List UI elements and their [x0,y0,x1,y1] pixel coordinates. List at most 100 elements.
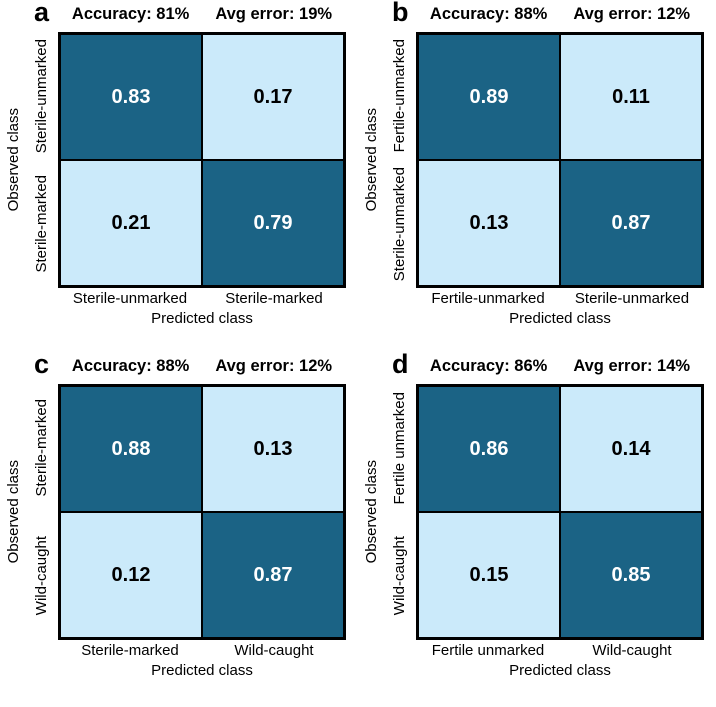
panel-header: a Accuracy: 81% Avg error: 19% [2,0,346,32]
matrix-cell: 0.88 [60,386,202,512]
x-axis-title: Predicted class [151,662,253,679]
panel-a: a Accuracy: 81% Avg error: 19% Observed … [0,0,358,352]
cell-value: 0.79 [253,211,293,234]
y-tick-label-text: Sterile-unmarked [390,166,408,282]
confusion-matrix: 0.86 0.14 0.15 0.85 [416,384,704,640]
accuracy-text: Accuracy: 88% [71,357,190,375]
y-tick-label: Fertile-unmarked [382,32,416,160]
matrix-cell: 0.21 [60,160,202,286]
matrix-cell: 0.17 [202,34,344,160]
cell-value: 0.83 [111,85,151,108]
cell-value: 0.89 [469,85,509,108]
cell-value: 0.85 [611,563,651,586]
panel-letter: d [392,349,409,379]
accuracy-text: Accuracy: 86% [429,357,548,375]
y-tick-labels: Sterile-unmarked Sterile-marked [24,32,58,288]
cell-value: 0.88 [111,437,151,460]
y-tick-label: Sterile-unmarked [24,32,58,160]
panel-title: Accuracy: 88% Avg error: 12% [58,354,346,378]
matrix-cell: 0.14 [560,386,702,512]
y-tick-label-text: Wild-caught [32,536,50,616]
matrix-cell: 0.13 [418,160,560,286]
cell-value: 0.17 [253,85,293,108]
x-axis-title: Predicted class [509,310,611,327]
x-tick-label: Wild-caught [592,642,672,659]
x-tick-label: Sterile-marked [225,290,323,307]
y-axis-title-text: Observed class [362,108,380,212]
matrix-cell: 0.15 [418,512,560,638]
confusion-matrix: 0.89 0.11 0.13 0.87 [416,32,704,288]
matrix-cell: 0.89 [418,34,560,160]
y-tick-label-text: Fertile-unmarked [390,39,408,153]
x-tick-label: Fertile unmarked [431,642,545,659]
y-tick-label: Wild-caught [382,512,416,640]
y-tick-label-text: Sterile-marked [32,175,50,273]
confusion-matrix: 0.88 0.13 0.12 0.87 [58,384,346,640]
y-axis-title: Observed class [2,384,24,640]
matrix-cell: 0.87 [560,160,702,286]
cell-value: 0.15 [469,563,509,586]
confusion-matrix: 0.83 0.17 0.21 0.79 [58,32,346,288]
y-axis-title: Observed class [360,384,382,640]
avg-error-text: Avg error: 19% [215,5,333,23]
cell-value: 0.11 [612,85,650,108]
panel-header: d Accuracy: 86% Avg error: 14% [360,349,704,384]
x-tick-label: Fertile-unmarked [431,290,545,307]
y-tick-label: Sterile-unmarked [382,160,416,288]
matrix-cell: 0.13 [202,386,344,512]
x-tick-label: Sterile-marked [81,642,179,659]
panel-b: b Accuracy: 88% Avg error: 12% Observed … [358,0,716,352]
cell-value: 0.87 [253,563,293,586]
y-tick-label-text: Wild-caught [390,536,408,616]
accuracy-text: Accuracy: 81% [71,5,190,23]
y-tick-label: Fertile unmarked [382,384,416,512]
panel-title: Accuracy: 81% Avg error: 19% [58,2,346,26]
x-tick-label: Sterile-unmarked [72,290,188,307]
y-tick-labels: Fertile unmarked Wild-caught [382,384,416,640]
matrix-cell: 0.79 [202,160,344,286]
panel-header: b Accuracy: 88% Avg error: 12% [360,0,704,32]
cell-value: 0.86 [469,437,509,460]
panel-letter: b [392,0,409,27]
y-tick-label: Sterile-marked [24,160,58,288]
matrix-cell: 0.85 [560,512,702,638]
x-tick-label: Wild-caught [234,642,314,659]
panel-letter: c [34,349,50,379]
accuracy-text: Accuracy: 88% [429,5,548,23]
matrix-cell: 0.87 [202,512,344,638]
panel-header: c Accuracy: 88% Avg error: 12% [2,349,346,384]
x-tick-labels: Sterile-marked Wild-caught [58,640,346,661]
matrix-cell: 0.12 [60,512,202,638]
y-tick-label-text: Sterile-marked [32,399,50,497]
cell-value: 0.14 [611,437,651,460]
x-tick-labels: Fertile unmarked Wild-caught [416,640,704,661]
y-axis-title-text: Observed class [4,108,22,212]
y-tick-label: Sterile-marked [24,384,58,512]
y-axis-title: Observed class [2,32,24,288]
panel-title: Accuracy: 88% Avg error: 12% [416,2,704,26]
panel-d: d Accuracy: 86% Avg error: 14% Observed … [358,349,716,707]
y-tick-label-text: Sterile-unmarked [32,38,50,154]
matrix-cell: 0.83 [60,34,202,160]
x-tick-labels: Sterile-unmarked Sterile-marked [58,288,346,309]
y-tick-labels: Fertile-unmarked Sterile-unmarked [382,32,416,288]
matrix-cell: 0.11 [560,34,702,160]
y-axis-title-text: Observed class [4,460,22,564]
cell-value: 0.12 [111,563,151,586]
panel-title: Accuracy: 86% Avg error: 14% [416,354,704,378]
y-axis-title: Observed class [360,32,382,288]
avg-error-text: Avg error: 14% [573,357,691,375]
cell-value: 0.21 [111,211,151,234]
y-tick-label: Wild-caught [24,512,58,640]
avg-error-text: Avg error: 12% [573,5,691,23]
y-axis-title-text: Observed class [362,460,380,564]
matrix-cell: 0.86 [418,386,560,512]
x-axis-title: Predicted class [509,662,611,679]
cell-value: 0.13 [253,437,293,460]
y-tick-labels: Sterile-marked Wild-caught [24,384,58,640]
cell-value: 0.13 [469,211,509,234]
x-tick-labels: Fertile-unmarked Sterile-unmarked [416,288,704,309]
panel-c: c Accuracy: 88% Avg error: 12% Observed … [0,349,358,707]
x-tick-label: Sterile-unmarked [574,290,690,307]
